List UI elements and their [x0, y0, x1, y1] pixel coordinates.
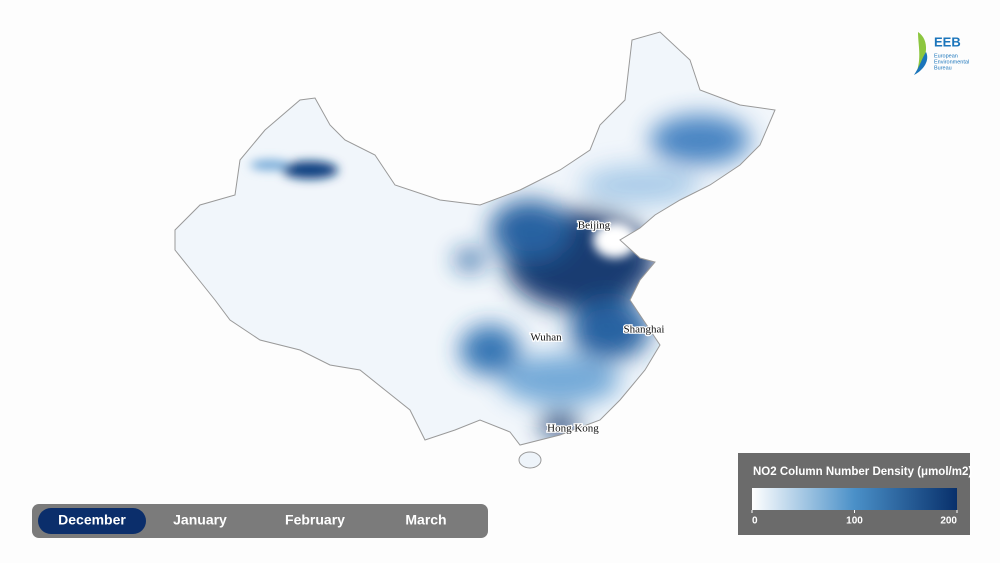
city-label: Shanghai	[624, 324, 665, 336]
logo-leaf	[916, 32, 927, 74]
timeline-bar	[32, 504, 488, 538]
city-labels: Beijing Wuhan Shanghai Hong Kong	[529, 218, 666, 436]
logo: EEB European Environmental Bureau	[914, 32, 969, 75]
china-map	[174, 31, 776, 469]
logo-subtitle: European	[934, 53, 958, 59]
city-label: Wuhan	[530, 332, 562, 344]
logo-name: EEB	[934, 34, 961, 49]
legend-tick-label: 200	[940, 516, 957, 527]
city-label: Hong Kong	[547, 423, 599, 435]
logo-leaf	[914, 52, 928, 75]
logo-subtitle: Bureau	[934, 65, 952, 71]
legend-tick-label: 100	[846, 516, 863, 527]
legend-tick-label: 0	[752, 516, 758, 527]
timeline: December January February March	[32, 504, 488, 538]
month-tab[interactable]: February	[285, 512, 345, 528]
month-tab[interactable]: March	[405, 512, 446, 528]
city-label: Beijing	[578, 220, 611, 232]
legend-title: NO2 Column Number Density (μmol/m2)	[753, 466, 972, 478]
month-tab[interactable]: January	[173, 512, 227, 528]
tab-highlight	[38, 508, 146, 534]
logo-subtitle: Environmental	[934, 59, 969, 65]
legend: NO2 Column Number Density (μmol/m2) 0 100…	[738, 453, 972, 535]
color-bar	[752, 488, 957, 510]
month-tab[interactable]: December	[58, 512, 126, 528]
hainan	[518, 451, 542, 469]
